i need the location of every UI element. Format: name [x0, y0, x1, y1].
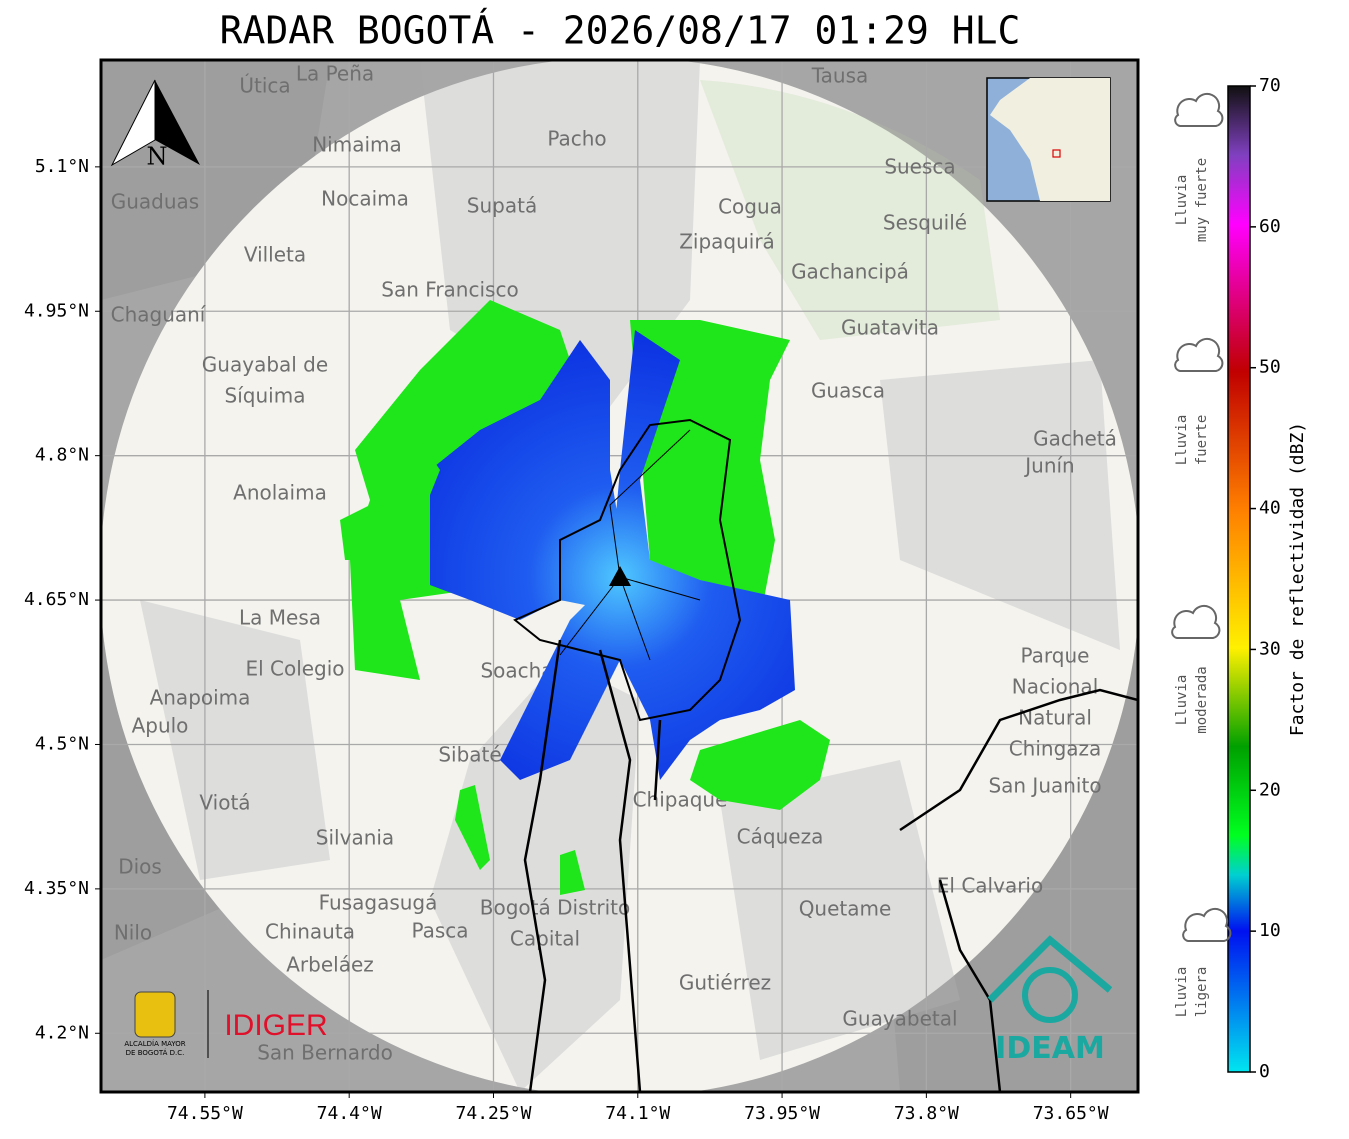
place-label: Sibaté [438, 743, 501, 767]
place-label: El Colegio [245, 657, 344, 681]
place-label: Útica [239, 74, 290, 98]
title: RADAR BOGOTÁ - 2026/08/17 01:29 HLC [220, 9, 1021, 53]
intensity-label: ligera [1194, 967, 1210, 1018]
intensity-label: fuerte [1194, 415, 1210, 466]
map-frame [99, 58, 1140, 1094]
colorbar-label: Factor de reflectividad (dBZ) [1287, 422, 1308, 736]
y-tick-label: 4.5°N [35, 733, 89, 754]
place-label: Viotá [199, 791, 250, 815]
place-label: Guasca [811, 379, 885, 403]
place-label: Nocaima [321, 187, 409, 211]
place-label: Quetame [799, 897, 892, 921]
x-tick-label: 74.1°W [605, 1103, 670, 1124]
place-label: San Francisco [381, 278, 518, 302]
colorbar-tick-label: 50 [1259, 357, 1281, 378]
x-tick-label: 74.55°W [167, 1103, 243, 1124]
place-label: Gutiérrez [679, 971, 771, 995]
y-tick-label: 4.35°N [24, 878, 89, 899]
idiger-logo: IDIGER [224, 1009, 327, 1042]
place-label: Pacho [547, 127, 606, 151]
intensity-label: Lluvia [1174, 675, 1190, 726]
place-label: Sesquilé [883, 211, 967, 235]
intensity-label: Lluvia [1174, 175, 1190, 226]
place-label: Silvania [316, 826, 394, 850]
colorbar-tick-label: 70 [1259, 75, 1281, 96]
place-label: Junín [1023, 454, 1074, 478]
place-label: Gachetá [1033, 427, 1117, 451]
intensity-label: moderada [1194, 666, 1210, 733]
y-tick-label: 4.8°N [35, 445, 89, 466]
place-label: Chingaza [1009, 737, 1102, 761]
x-tick-label: 74.25°W [456, 1103, 532, 1124]
place-label: Suesca [884, 155, 955, 179]
x-tick-label: 73.8°W [894, 1103, 959, 1124]
place-label: Anolaima [233, 481, 327, 505]
intensity-label: Lluvia [1174, 415, 1190, 466]
colorbar-tick-label: 30 [1259, 638, 1281, 659]
y-tick-label: 4.2°N [35, 1022, 89, 1043]
place-label: Chaguaní [111, 303, 207, 327]
place-label: Cáqueza [737, 825, 824, 849]
place-label: Guayabetal [842, 1007, 957, 1031]
colorbar-tick-label: 10 [1259, 920, 1281, 941]
colorbar-tick-label: 60 [1259, 216, 1281, 237]
place-label: Villeta [244, 243, 306, 267]
place-label: Supatá [467, 194, 537, 218]
place-label: Cogua [718, 195, 782, 219]
place-label: Tausa [811, 64, 869, 88]
place-label: Dios [118, 855, 162, 879]
alcaldia-logo-line: DE BOGOTÁ D.C. [126, 1048, 185, 1057]
alcaldia-logo-line: ALCALDÍA MAYOR [124, 1039, 185, 1048]
y-tick-label: 4.65°N [24, 589, 89, 610]
ideam-logo: IDEAM [995, 1031, 1105, 1066]
place-label: La Mesa [239, 606, 321, 630]
north-label: N [147, 143, 168, 171]
colorbar-tick-label: 20 [1259, 779, 1281, 800]
place-label: Chinauta [265, 920, 355, 944]
place-label: Capital [510, 927, 580, 951]
colorbar [1227, 85, 1251, 1073]
y-tick-label: 4.95°N [24, 300, 89, 321]
place-label: Parque [1021, 644, 1090, 668]
place-label: Zipaquirá [679, 230, 775, 254]
place-label: Gachancipá [791, 260, 909, 284]
place-label: Guayabal de [202, 353, 328, 377]
place-label: Bogotá Distrito [480, 896, 630, 920]
place-label: San Juanito [988, 774, 1101, 798]
place-label: San Bernardo [257, 1041, 393, 1065]
x-tick-label: 74.4°W [317, 1103, 382, 1124]
place-label: Nilo [114, 921, 152, 945]
place-label: La Peña [296, 62, 374, 86]
x-tick-label: 73.95°W [744, 1103, 820, 1124]
place-label: Guatavita [841, 316, 939, 340]
place-label: Fusagasugá [319, 891, 438, 915]
place-label: Anapoima [150, 686, 251, 710]
place-label: Guaduas [111, 190, 199, 214]
colorbar-tick-label: 0 [1259, 1061, 1270, 1082]
place-label: Síquima [225, 384, 306, 408]
place-label: Arbeláez [286, 953, 374, 977]
x-tick-label: 73.65°W [1033, 1103, 1109, 1124]
place-label: Apulo [132, 714, 189, 738]
place-label: Pasca [411, 919, 468, 943]
colorbar-tick-label: 40 [1259, 498, 1281, 519]
intensity-label: Lluvia [1174, 967, 1190, 1018]
weather-icons [1171, 92, 1232, 942]
intensity-label: muy fuerte [1194, 158, 1210, 242]
radar-echoes [340, 300, 830, 895]
y-tick-label: 5.1°N [35, 156, 89, 177]
place-label: El Calvario [937, 874, 1043, 898]
place-label: Nimaima [312, 133, 402, 157]
